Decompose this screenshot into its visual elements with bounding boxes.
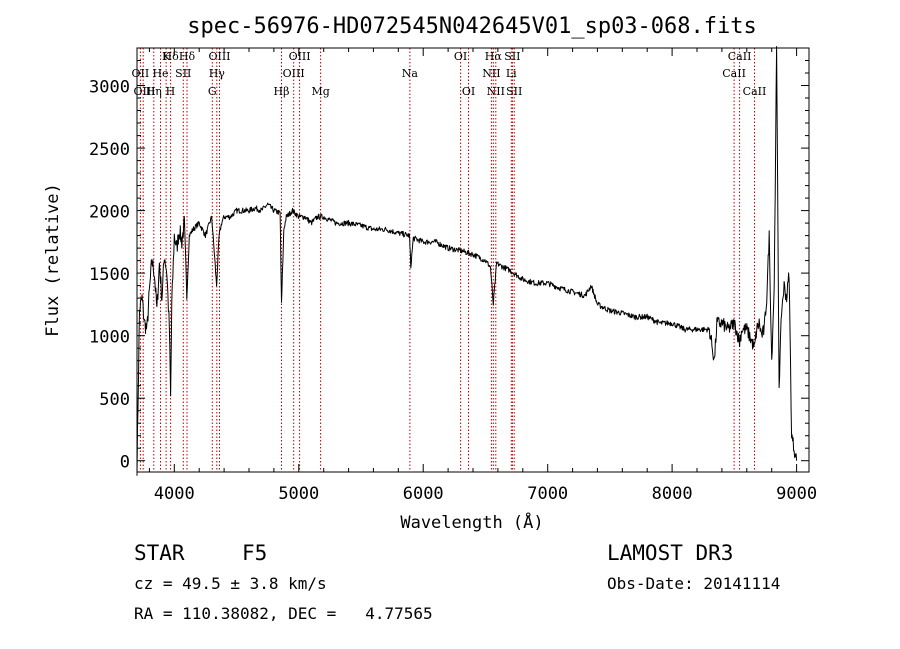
line-label-0-6: Hα [485,50,503,63]
line-label-1-6: NII [482,67,500,80]
line-label-2-1: Hη [146,85,162,98]
line-label-0-5: OI [454,50,467,63]
line-label-2-8: SII [506,85,522,98]
line-label-1-4: OIII [283,67,305,80]
line-label-0-2: Hδ [179,50,196,63]
y-tick-label-5: 2500 [89,140,130,160]
line-label-2-0: OIII [133,85,155,98]
line-label-2-3: G [208,85,217,98]
x-tick-label-1: 5000 [278,484,319,504]
y-tick-label-0: 0 [120,453,130,473]
y-tick-label-4: 2000 [89,203,130,223]
plot-frame [136,47,810,473]
observation-date: Obs-Date: 20141114 [607,574,780,593]
line-label-1-8: CaII [722,67,746,80]
coordinates-readout: RA = 110.38082, DEC = 4.77565 [134,604,433,623]
y-tick-label-6: 3000 [89,78,130,98]
x-tick-label-4: 8000 [652,484,693,504]
survey-label: LAMOST DR3 [607,541,733,565]
line-label-2-2: H [166,85,176,98]
line-label-0-1: K [162,50,171,63]
line-label-0-7: SII [504,50,520,63]
y-axis-ticks: 0 500 1000 1500 2000 2500 3000 [89,60,809,473]
line-label-0-3: OIII [208,50,230,63]
line-label-2-6: OI [462,85,475,98]
x-tick-label-0: 4000 [154,484,195,504]
chart-title: spec-56976-HD072545N042645V01_sp03-068.f… [187,14,757,39]
line-label-0-4: OIII [289,50,311,63]
y-tick-label-1: 500 [99,390,130,410]
object-class: STAR [134,541,185,565]
redshift-readout: cz = 49.5 ± 3.8 km/s [134,574,327,593]
line-label-0-8: CaII [728,50,752,63]
flux-series [136,46,798,476]
line-label-2-4: Hβ [274,85,290,98]
x-tick-label-3: 7000 [527,484,568,504]
line-label-2-5: Mg [311,85,329,98]
x-tick-label-5: 9000 [776,484,817,504]
line-label-2-9: CaII [743,85,767,98]
spectral-line-markers [139,48,755,472]
line-label-1-7: Li [506,67,517,80]
line-label-1-2: SII [175,67,191,80]
line-label-1-3: Hγ [209,67,226,80]
line-label-2-7: NII [487,85,505,98]
flux-line [136,46,798,476]
line-label-1-1: He [152,67,168,80]
y-axis-label: Flux (relative) [43,183,63,337]
y-tick-label-3: 1500 [89,265,130,285]
y-tick-label-2: 1000 [89,328,130,348]
spectral-subclass: F5 [242,541,267,565]
x-axis-ticks: 4000 5000 6000 7000 8000 9000 [148,48,817,504]
line-label-0-0: Hδ [162,50,179,63]
line-label-1-5: Na [402,67,419,80]
x-axis-label: Wavelength (Å) [400,511,543,533]
x-tick-label-2: 6000 [403,484,444,504]
